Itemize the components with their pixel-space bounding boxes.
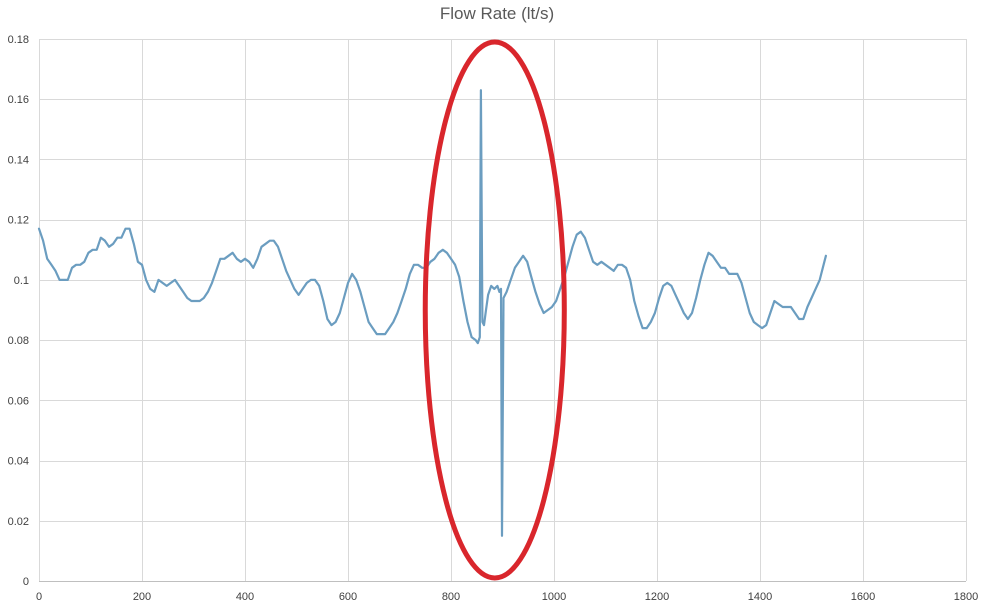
y-tick-label: 0.04 [8, 456, 29, 468]
chart-title: Flow Rate (lt/s) [440, 4, 554, 23]
y-tick-label: 0.06 [8, 395, 29, 407]
y-tick-label: 0.08 [8, 335, 29, 347]
highlight-ellipse [422, 39, 567, 581]
tick-labels: 0 200 400 600 800 1000 1200 1400 1600 1800 0 0.02 0.… [8, 34, 979, 603]
y-tick-label: 0.1 [14, 275, 29, 287]
x-tick-label: 400 [236, 591, 254, 603]
x-tick-label: 800 [442, 591, 460, 603]
series-layer [37, 89, 827, 537]
x-tick-label: 200 [133, 591, 151, 603]
y-tick-label: 0.02 [8, 516, 29, 528]
x-tick-label: 0 [36, 591, 42, 603]
y-tick-label: 0.16 [8, 94, 29, 106]
x-tick-label: 1200 [645, 591, 669, 603]
x-tick-label: 1000 [542, 591, 566, 603]
y-tick-label: 0.12 [8, 215, 29, 227]
y-tick-label: 0.14 [8, 154, 29, 166]
x-tick-label: 1800 [954, 591, 978, 603]
annotation-layer [422, 39, 567, 581]
y-tick-label: 0 [23, 576, 29, 588]
x-tick-label: 1400 [748, 591, 772, 603]
x-tick-label: 600 [339, 591, 357, 603]
y-tick-label: 0.18 [8, 34, 29, 46]
x-tick-label: 1600 [851, 591, 875, 603]
series-line [37, 89, 827, 537]
